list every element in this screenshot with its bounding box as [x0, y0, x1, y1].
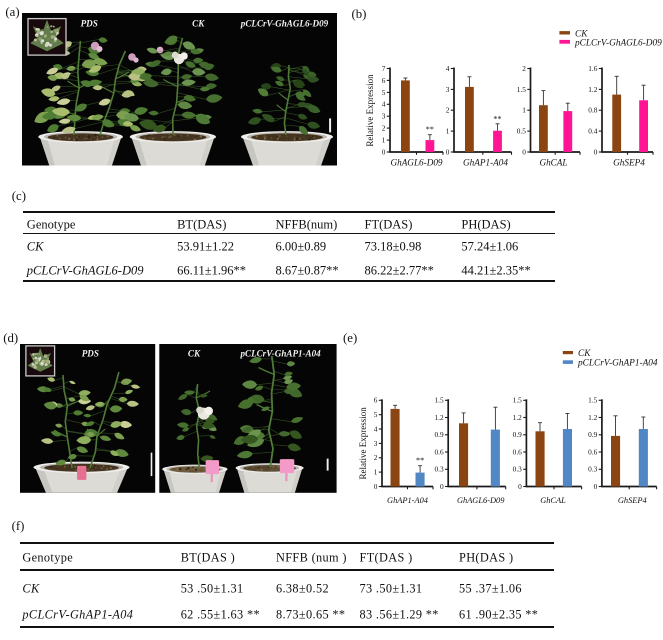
svg-text:0.3: 0.3: [434, 465, 443, 474]
svg-text:2: 2: [522, 64, 526, 73]
svg-text:0.6: 0.6: [434, 447, 443, 456]
svg-text:4: 4: [374, 424, 378, 433]
svg-text:CK: CK: [192, 18, 205, 28]
svg-text:**: **: [493, 114, 501, 123]
svg-text:1.5: 1.5: [434, 396, 443, 405]
svg-text:GhSEP4: GhSEP4: [618, 496, 647, 505]
svg-text:0.6: 0.6: [588, 447, 597, 456]
svg-text:1: 1: [522, 106, 526, 115]
svg-text:4: 4: [382, 100, 386, 109]
svg-text:6: 6: [382, 76, 386, 85]
svg-text:3: 3: [374, 439, 378, 448]
svg-text:GhAGL6-D09: GhAGL6-D09: [390, 158, 442, 168]
svg-text:CK: CK: [188, 349, 201, 359]
svg-text:0.8: 0.8: [588, 106, 597, 115]
svg-text:pCLCrV-GhAGL6-D09: pCLCrV-GhAGL6-D09: [240, 18, 329, 28]
svg-text:2: 2: [382, 124, 386, 133]
svg-text:0.9: 0.9: [513, 430, 522, 439]
svg-text:**: **: [426, 125, 434, 134]
svg-text:0: 0: [522, 147, 526, 156]
svg-text:0.3: 0.3: [513, 465, 522, 474]
svg-text:1.5: 1.5: [513, 396, 522, 405]
svg-text:0.9: 0.9: [588, 430, 597, 439]
svg-text:GhCAL: GhCAL: [539, 158, 567, 168]
svg-text:0.4: 0.4: [588, 127, 597, 136]
svg-text:5: 5: [374, 410, 378, 419]
svg-text:0.6: 0.6: [513, 447, 522, 456]
svg-text:3: 3: [446, 85, 450, 94]
svg-text:**: **: [416, 456, 424, 465]
svg-text:2: 2: [374, 453, 378, 462]
svg-text:4: 4: [446, 64, 450, 73]
svg-text:PDS: PDS: [82, 349, 99, 359]
svg-text:1.2: 1.2: [513, 413, 522, 422]
svg-text:0: 0: [382, 147, 386, 156]
svg-text:pCLCrV-GhAP1-A04: pCLCrV-GhAP1-A04: [577, 359, 658, 369]
svg-text:6: 6: [374, 396, 378, 405]
svg-text:0.9: 0.9: [434, 430, 443, 439]
svg-text:1.2: 1.2: [434, 413, 443, 422]
svg-text:1: 1: [446, 127, 450, 136]
svg-text:1.6: 1.6: [588, 64, 597, 73]
svg-text:GhCAL: GhCAL: [540, 496, 566, 505]
svg-text:1.2: 1.2: [588, 85, 597, 94]
svg-text:0: 0: [518, 482, 522, 491]
svg-text:0: 0: [594, 482, 598, 491]
svg-text:0: 0: [594, 147, 598, 156]
svg-text:0: 0: [440, 482, 444, 491]
svg-text:PDS: PDS: [81, 18, 98, 28]
svg-text:1: 1: [382, 136, 386, 145]
svg-text:2: 2: [446, 106, 450, 115]
svg-text:GhSEP4: GhSEP4: [613, 158, 645, 168]
svg-text:GhAP1-A04: GhAP1-A04: [463, 158, 508, 168]
svg-text:GhAP1-A04: GhAP1-A04: [387, 496, 428, 505]
svg-text:Relative Expression: Relative Expression: [358, 407, 368, 480]
svg-text:Relative Expression: Relative Expression: [365, 74, 375, 147]
svg-text:0: 0: [446, 147, 450, 156]
svg-text:CK: CK: [578, 349, 591, 359]
svg-text:1.2: 1.2: [588, 413, 597, 422]
svg-text:1.5: 1.5: [517, 85, 526, 94]
svg-text:5: 5: [382, 88, 386, 97]
svg-text:pCLCrV-GhAP1-A04: pCLCrV-GhAP1-A04: [240, 349, 322, 359]
svg-text:1: 1: [374, 468, 378, 477]
svg-text:0: 0: [374, 482, 378, 491]
svg-text:3: 3: [382, 112, 386, 121]
svg-text:0.5: 0.5: [517, 127, 526, 136]
svg-text:1.5: 1.5: [588, 396, 597, 405]
svg-text:CK: CK: [575, 29, 588, 39]
svg-text:0.3: 0.3: [588, 465, 597, 474]
svg-text:7: 7: [382, 64, 386, 73]
svg-text:pCLCrV-GhAGL6-D09: pCLCrV-GhAGL6-D09: [574, 38, 662, 48]
svg-text:GhAGL6-D09: GhAGL6-D09: [457, 496, 505, 505]
